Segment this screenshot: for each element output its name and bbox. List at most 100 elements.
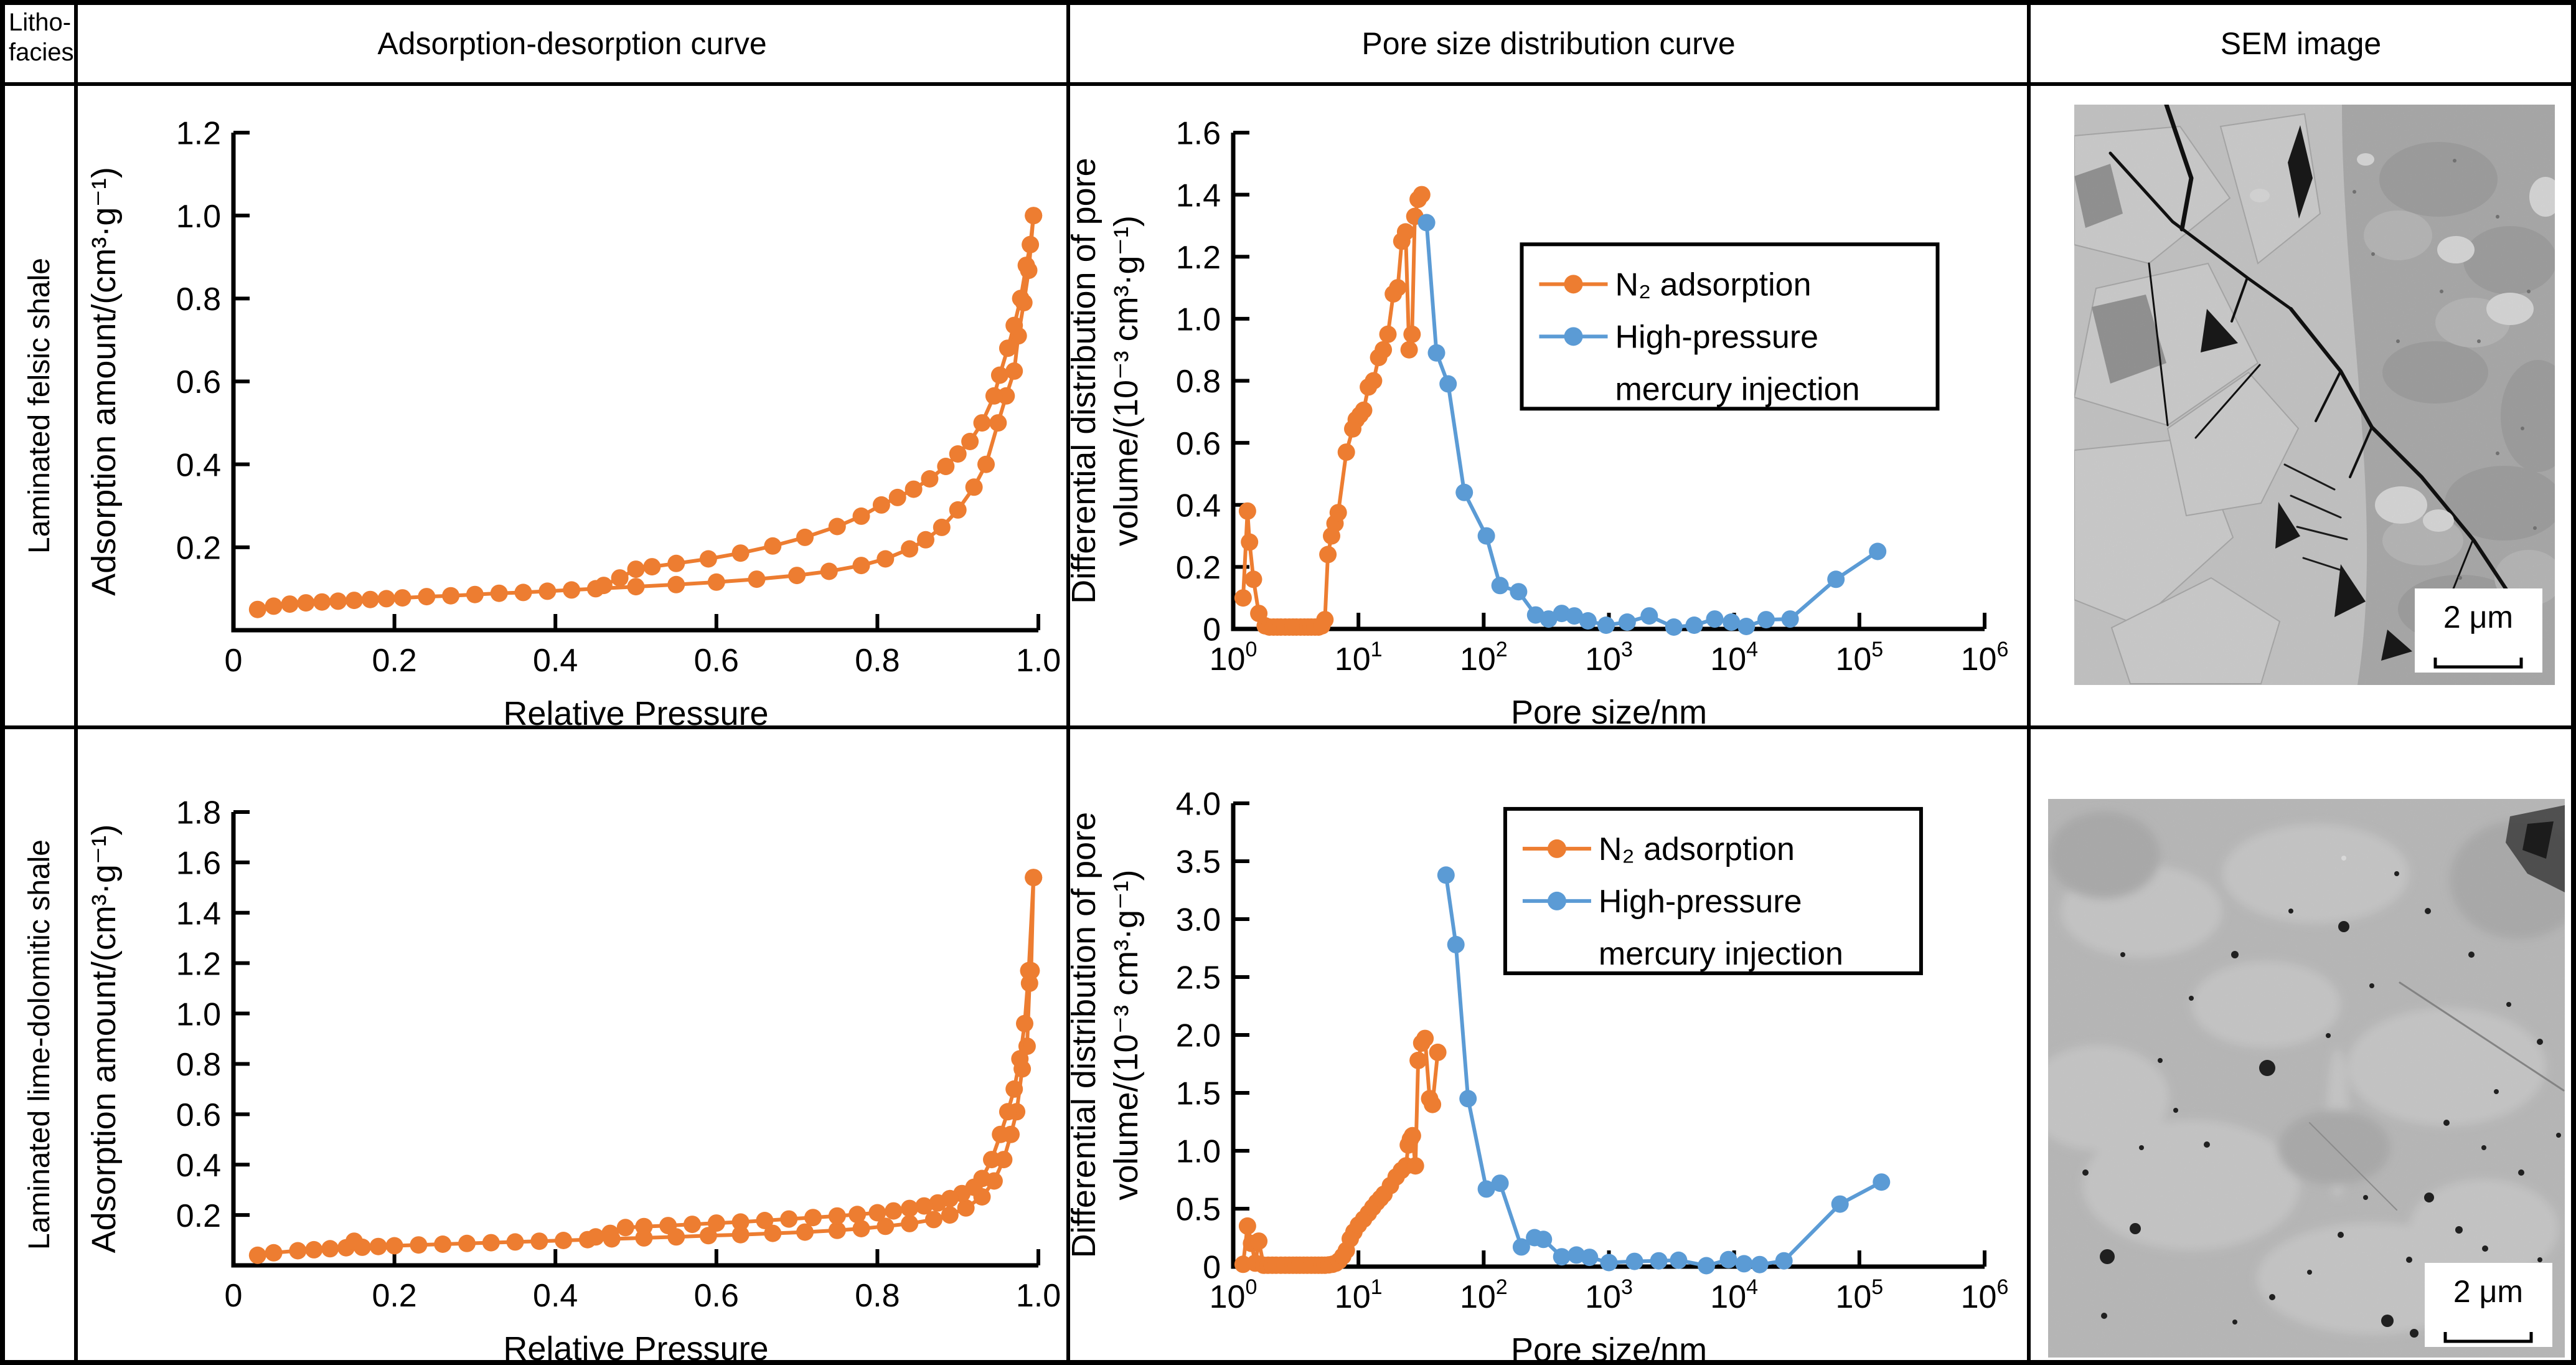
svg-text:0.5: 0.5 — [1176, 1192, 1221, 1228]
sem1-scale-label: 2 μm — [2443, 600, 2513, 635]
dolomitic-isotherm-chart: 0.2 0.4 0.6 0.8 1.0 1.2 1.4 1.6 1.8 0 0.2 0.4 0.6 0.8… — [78, 729, 1066, 1360]
header-sem-image: SEM image — [2031, 5, 2571, 86]
dolomitic-sem-cell: 2 μm — [2031, 729, 2571, 1360]
svg-text:2.0: 2.0 — [1176, 1018, 1221, 1054]
svg-text:105: 105 — [1835, 1275, 1883, 1315]
sem2-scale-bar: 2 μm — [2425, 1263, 2552, 1347]
svg-text:0: 0 — [1203, 1250, 1221, 1286]
felsic-psd-svg: 0 0.2 0.4 0.6 0.8 1.0 1.2 1.4 1.6 100 101 102 103 104… — [1070, 116, 2009, 725]
svg-text:0.2: 0.2 — [1176, 550, 1221, 586]
svg-text:1.2: 1.2 — [176, 116, 221, 152]
svg-text:104: 104 — [1710, 1275, 1758, 1315]
svg-text:1.0: 1.0 — [1176, 1134, 1221, 1170]
svg-text:103: 103 — [1585, 1275, 1633, 1315]
dolomitic-psd-chart: 0 0.5 1.0 1.5 2.0 2.5 3.0 3.5 4.0 100 101 102 103 104… — [1070, 729, 2027, 1360]
header-adsorption-curve: Adsorption-desorption curve — [78, 5, 1070, 86]
svg-text:1.8: 1.8 — [176, 795, 221, 831]
svg-text:101: 101 — [1335, 638, 1383, 678]
header-adsorption-curve-label: Adsorption-desorption curve — [377, 26, 767, 61]
svg-text:1.5: 1.5 — [1176, 1076, 1221, 1112]
svg-text:volume/(10⁻³ cm³·g⁻¹): volume/(10⁻³ cm³·g⁻¹) — [1107, 215, 1145, 546]
svg-text:Differential distribution of p: Differential distribution of pore — [1070, 158, 1102, 603]
svg-text:104: 104 — [1710, 638, 1758, 678]
svg-text:0: 0 — [225, 1278, 243, 1314]
svg-text:0: 0 — [225, 643, 243, 679]
felsic-sem-image: 2 μm — [2074, 105, 2555, 685]
dolomitic-psd-svg: 0 0.5 1.0 1.5 2.0 2.5 3.0 3.5 4.0 100 101 102 103 104… — [1070, 786, 2009, 1360]
svg-text:106: 106 — [1961, 1275, 2009, 1315]
svg-text:103: 103 — [1585, 638, 1633, 678]
header-lithofacies: Litho- facies — [5, 5, 78, 86]
svg-text:0.4: 0.4 — [533, 1278, 578, 1314]
svg-text:1.4: 1.4 — [176, 895, 221, 932]
svg-text:0: 0 — [1203, 612, 1221, 648]
svg-text:High-pressure: High-pressure — [1599, 884, 1802, 920]
svg-text:102: 102 — [1460, 1275, 1508, 1315]
svg-text:Adsorption amount/(cm³·g⁻¹): Adsorption amount/(cm³·g⁻¹) — [85, 824, 123, 1254]
svg-text:Adsorption amount/(cm³·g⁻¹): Adsorption amount/(cm³·g⁻¹) — [85, 167, 123, 596]
svg-text:102: 102 — [1460, 638, 1508, 678]
felsic-isotherm-cell: 0.2 0.4 0.6 0.8 1.0 1.2 0 0.2 0.4 0.6 0.8 1.0 Relati… — [78, 86, 1070, 729]
svg-text:0.6: 0.6 — [176, 1097, 221, 1133]
svg-text:1.0: 1.0 — [176, 199, 221, 235]
svg-text:0.2: 0.2 — [372, 643, 416, 679]
svg-text:101: 101 — [1335, 1275, 1383, 1315]
svg-text:0.6: 0.6 — [694, 1278, 739, 1314]
row-label-felsic-shale-text: Laminated felsic shale — [23, 258, 56, 554]
dolomitic-sem-image: 2 μm — [2048, 799, 2565, 1358]
svg-text:100: 100 — [1210, 1275, 1257, 1315]
svg-text:4.0: 4.0 — [1176, 786, 1221, 823]
svg-text:1.2: 1.2 — [1176, 240, 1221, 276]
sem2-scale-label: 2 μm — [2453, 1274, 2523, 1309]
svg-text:Relative Pressure: Relative Pressure — [503, 695, 768, 725]
svg-text:0.6: 0.6 — [694, 643, 739, 679]
svg-text:1.0: 1.0 — [1016, 1278, 1061, 1314]
svg-text:105: 105 — [1835, 638, 1883, 678]
svg-text:0.4: 0.4 — [533, 643, 578, 679]
header-sem-image-label: SEM image — [2220, 26, 2382, 61]
svg-text:3.0: 3.0 — [1176, 902, 1221, 938]
svg-text:1.2: 1.2 — [176, 946, 221, 982]
felsic-psd-cell: 0 0.2 0.4 0.6 0.8 1.0 1.2 1.4 1.6 100 101 102 103 104… — [1070, 86, 2031, 729]
svg-text:0.8: 0.8 — [855, 1278, 900, 1314]
svg-text:3.5: 3.5 — [1176, 844, 1221, 881]
svg-text:100: 100 — [1210, 638, 1257, 678]
dolomitic-isotherm-cell: 0.2 0.4 0.6 0.8 1.0 1.2 1.4 1.6 1.8 0 0.2 0.4 0.6 0.8… — [78, 729, 1070, 1360]
svg-text:1.4: 1.4 — [1176, 177, 1221, 214]
sem1-grain-noise — [2074, 105, 2555, 685]
svg-text:Differential distribution of p: Differential distribution of pore — [1070, 812, 1102, 1258]
felsic-psd-chart: 0 0.2 0.4 0.6 0.8 1.0 1.2 1.4 1.6 100 101 102 103 104… — [1070, 86, 2027, 725]
dolomitic-isotherm-svg: 0.2 0.4 0.6 0.8 1.0 1.2 1.4 1.6 1.8 0 0.2 0.4 0.6 0.8… — [85, 795, 1061, 1360]
svg-text:mercury injection: mercury injection — [1615, 371, 1859, 407]
sem1-scale-bar: 2 μm — [2415, 588, 2542, 673]
svg-text:0.8: 0.8 — [855, 643, 900, 679]
felsic-isotherm-chart: 0.2 0.4 0.6 0.8 1.0 1.2 0 0.2 0.4 0.6 0.8 1.0 Relati… — [78, 86, 1066, 725]
svg-text:0.4: 0.4 — [176, 447, 221, 483]
svg-text:High-pressure: High-pressure — [1615, 319, 1818, 355]
svg-text:1.0: 1.0 — [1176, 302, 1221, 338]
svg-text:106: 106 — [1961, 638, 2009, 678]
svg-text:N₂ adsorption: N₂ adsorption — [1615, 267, 1811, 303]
svg-text:0.8: 0.8 — [176, 1047, 221, 1083]
svg-text:volume/(10⁻³ cm³·g⁻¹): volume/(10⁻³ cm³·g⁻¹) — [1107, 869, 1145, 1200]
svg-text:0.8: 0.8 — [1176, 364, 1221, 400]
header-pore-size-curve-label: Pore size distribution curve — [1361, 26, 1736, 61]
row-label-dolomitic-shale-text: Laminated lime-dolomitic shale — [23, 839, 56, 1250]
svg-text:1.0: 1.0 — [176, 996, 221, 1032]
svg-text:0.6: 0.6 — [176, 364, 221, 400]
svg-text:mercury injection: mercury injection — [1599, 936, 1843, 972]
felsic-isotherm-svg: 0.2 0.4 0.6 0.8 1.0 1.2 0 0.2 0.4 0.6 0.8 1.0 Relati… — [85, 116, 1061, 725]
row-label-dolomitic-shale: Laminated lime-dolomitic shale — [5, 729, 78, 1360]
header-lithofacies-line2: facies — [9, 39, 74, 66]
svg-text:0.4: 0.4 — [1176, 488, 1221, 524]
svg-text:N₂ adsorption: N₂ adsorption — [1599, 831, 1795, 867]
svg-text:Relative Pressure: Relative Pressure — [503, 1330, 768, 1360]
svg-text:1.0: 1.0 — [1016, 643, 1061, 679]
header-pore-size-curve: Pore size distribution curve — [1070, 5, 2031, 86]
svg-text:0.8: 0.8 — [176, 281, 221, 318]
dolomitic-psd-cell: 0 0.5 1.0 1.5 2.0 2.5 3.0 3.5 4.0 100 101 102 103 104… — [1070, 729, 2031, 1360]
svg-text:Pore size/nm: Pore size/nm — [1511, 1331, 1707, 1360]
svg-text:0.4: 0.4 — [176, 1148, 221, 1184]
svg-text:0.6: 0.6 — [1176, 426, 1221, 462]
